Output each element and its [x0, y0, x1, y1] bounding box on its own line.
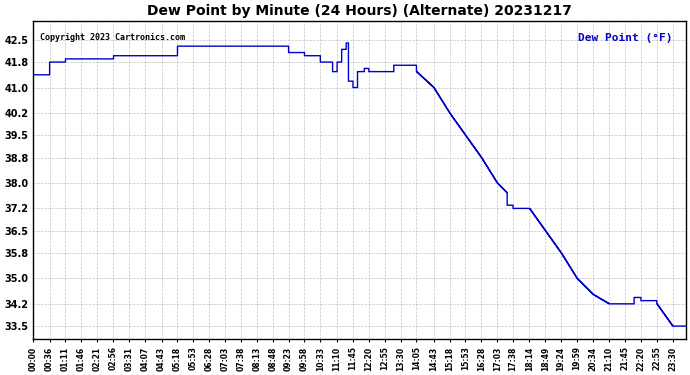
Title: Dew Point by Minute (24 Hours) (Alternate) 20231217: Dew Point by Minute (24 Hours) (Alternat…	[147, 4, 572, 18]
Text: Copyright 2023 Cartronics.com: Copyright 2023 Cartronics.com	[40, 33, 185, 42]
Text: Dew Point (°F): Dew Point (°F)	[578, 33, 673, 44]
